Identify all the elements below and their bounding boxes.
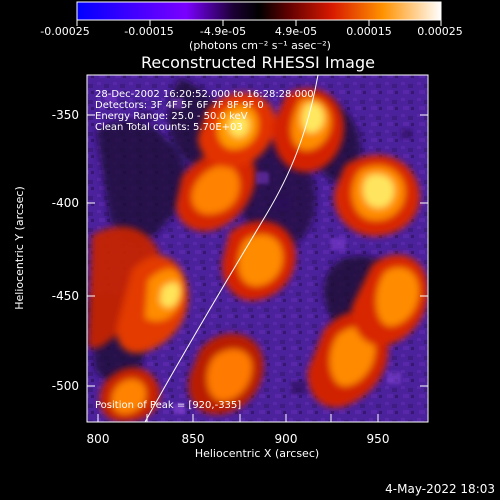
overlay-detectors: Detectors: 3F 4F 5F 6F 7F 8F 9F 0 <box>95 100 264 111</box>
y-tick-minus-500: -500 <box>52 379 79 393</box>
plot-frame <box>86 74 429 423</box>
x-tick-950: 950 <box>367 432 390 446</box>
colorbar-tick-1: -0.00025 <box>40 25 89 38</box>
overlay-time-range: 28-Dec-2002 16:20:52.000 to 16:28:28.000 <box>95 89 314 100</box>
colorbar: -0.00025 -0.00015 -4.9e-05 4.9e-05 0.000… <box>40 1 463 52</box>
y-tick-minus-350: -350 <box>52 108 79 122</box>
colorbar-tick-5: 0.00015 <box>346 25 392 38</box>
generated-timestamp: 4-May-2022 18:03 <box>385 482 495 496</box>
overlay-energy-range: Energy Range: 25.0 - 50.0 keV <box>95 111 248 122</box>
colorbar-tick-6: 0.00025 <box>417 25 463 38</box>
colorbar-unit-label: (photons cm⁻² s⁻¹ asec⁻²) <box>189 39 331 52</box>
axes-labels: Heliocentric X (arcsec) Heliocentric Y (… <box>13 108 389 460</box>
rhessi-image-plot <box>87 75 428 422</box>
pixel-texture <box>104 93 412 414</box>
image-title: Reconstructed RHESSI Image <box>141 53 375 72</box>
colorbar-gradient <box>76 1 442 21</box>
emission-ridges <box>88 88 428 422</box>
x-axis-label: Heliocentric X (arcsec) <box>195 447 319 460</box>
overlay-counts: Clean Total counts: 5.70E+03 <box>95 122 243 133</box>
overlay-info: 28-Dec-2002 16:20:52.000 to 16:28:28.000… <box>95 89 314 411</box>
colorbar-tick-2: -0.00015 <box>124 25 173 38</box>
solar-limb-line <box>144 75 319 422</box>
x-tick-800: 800 <box>87 432 110 446</box>
y-axis-label: Heliocentric Y (arcsec) <box>13 186 26 310</box>
peak-position-label: Position of Peak = [920,-335] <box>95 400 241 411</box>
x-tick-900: 900 <box>275 432 298 446</box>
colorbar-tick-4: 4.9e-05 <box>275 25 317 38</box>
y-tick-minus-450: -450 <box>52 289 79 303</box>
x-tick-850: 850 <box>182 432 205 446</box>
y-tick-minus-400: -400 <box>52 196 79 210</box>
colorbar-tick-3: -4.9e-05 <box>200 25 246 38</box>
